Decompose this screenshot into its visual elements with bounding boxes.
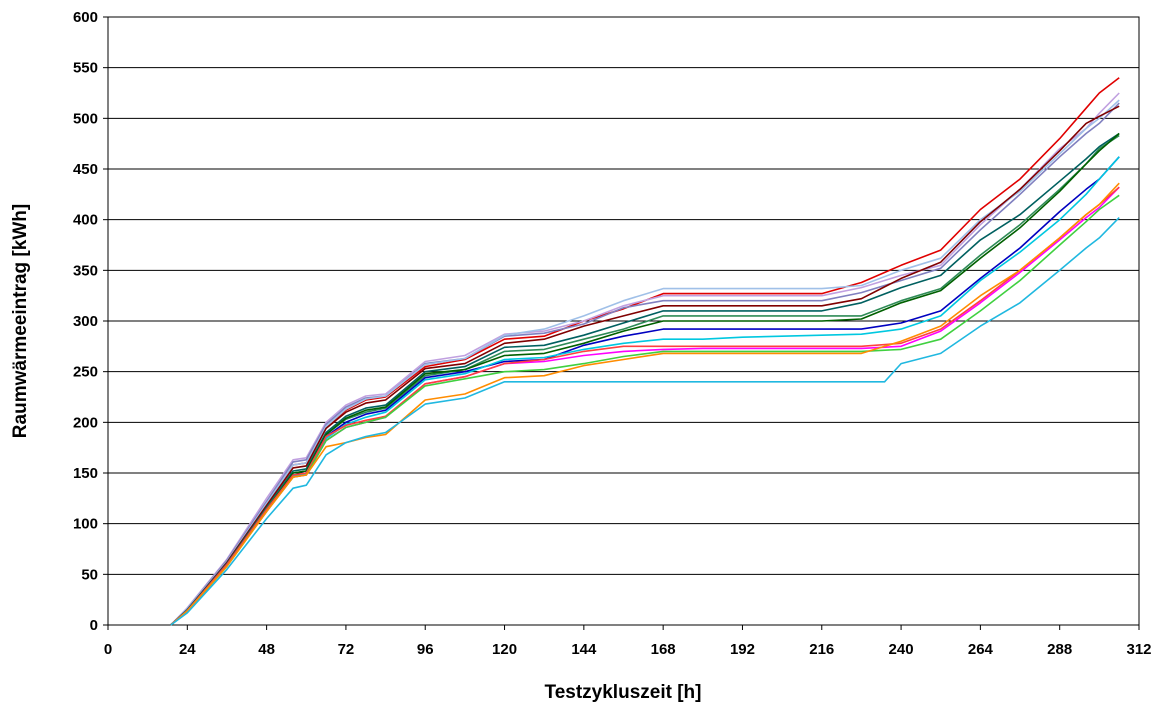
x-tick-label: 264 xyxy=(968,641,994,658)
y-tick-label: 200 xyxy=(73,414,98,431)
x-tick-label: 120 xyxy=(492,641,517,658)
y-tick-label: 400 xyxy=(73,212,98,229)
x-tick-label: 240 xyxy=(889,641,914,658)
series-line-4 xyxy=(170,99,1120,626)
series-line-10 xyxy=(170,156,1120,626)
series-lines xyxy=(170,77,1120,626)
x-tick-label: 192 xyxy=(730,641,755,658)
series-line-5 xyxy=(170,105,1120,626)
x-tick-label: 96 xyxy=(417,641,434,658)
series-line-12 xyxy=(170,186,1120,626)
y-axis-title: Raumwärmeeintrag [kWh] xyxy=(10,204,31,438)
x-tick-labels: 0 24 48 72 96 120 144 168 192 216 240 264 288 312 xyxy=(104,625,1152,658)
series-line-6 xyxy=(170,132,1120,626)
y-tick-label: 550 xyxy=(73,60,98,77)
y-tick-label: 250 xyxy=(73,364,98,381)
series-line-3 xyxy=(170,102,1120,626)
y-tick-labels: 0 50 100 150 200 250 300 350 400 450 500 550 600 xyxy=(73,9,108,634)
y-tick-label: 300 xyxy=(73,313,98,330)
series-line-2 xyxy=(170,92,1120,626)
x-tick-label: 0 xyxy=(104,641,112,658)
x-tick-label: 72 xyxy=(338,641,355,658)
y-tick-label: 150 xyxy=(73,465,98,482)
y-tick-label: 450 xyxy=(73,161,98,178)
x-tick-label: 48 xyxy=(258,641,275,658)
y-tick-label: 350 xyxy=(73,262,98,279)
x-tick-label: 312 xyxy=(1126,641,1151,658)
x-tick-label: 288 xyxy=(1047,641,1072,658)
series-line-8 xyxy=(170,132,1120,626)
y-tick-label: 600 xyxy=(73,9,98,26)
x-tick-label: 144 xyxy=(571,641,597,658)
y-tick-label: 500 xyxy=(73,110,98,127)
series-line-14 xyxy=(170,182,1120,626)
x-tick-label: 168 xyxy=(651,641,676,658)
x-axis-title: Testzykluszeit [h] xyxy=(545,682,702,703)
y-tick-label: 50 xyxy=(81,566,98,583)
x-tick-label: 216 xyxy=(809,641,834,658)
x-tick-label: 24 xyxy=(179,641,196,658)
y-tick-label: 0 xyxy=(90,617,98,634)
y-tick-label: 100 xyxy=(73,516,98,533)
series-line-15 xyxy=(170,217,1120,626)
